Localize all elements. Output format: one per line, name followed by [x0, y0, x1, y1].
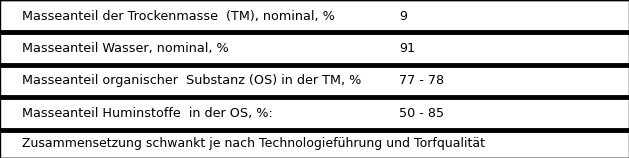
Text: Masseanteil Wasser, nominal, %: Masseanteil Wasser, nominal, % [22, 42, 229, 55]
Bar [0, 32, 629, 65]
Text: 50 - 85: 50 - 85 [399, 107, 445, 120]
Text: Zusammensetzung schwankt je nach Technologieführung und Torfqualität: Zusammensetzung schwankt je nach Technol… [22, 137, 485, 150]
Bar [0, 0, 629, 32]
Bar [0, 130, 629, 158]
Text: 77 - 78: 77 - 78 [399, 74, 445, 88]
Text: 91: 91 [399, 42, 416, 55]
Text: 9: 9 [399, 10, 408, 23]
Bar [0, 97, 629, 130]
Text: Masseanteil organischer  Substanz (OS) in der TM, %: Masseanteil organischer Substanz (OS) in… [22, 74, 362, 88]
Text: Masseanteil Huminstoffe  in der OS, %:: Masseanteil Huminstoffe in der OS, %: [22, 107, 273, 120]
Bar [0, 65, 629, 97]
Text: Masseanteil der Trockenmasse  (TM), nominal, %: Masseanteil der Trockenmasse (TM), nomin… [22, 10, 335, 23]
